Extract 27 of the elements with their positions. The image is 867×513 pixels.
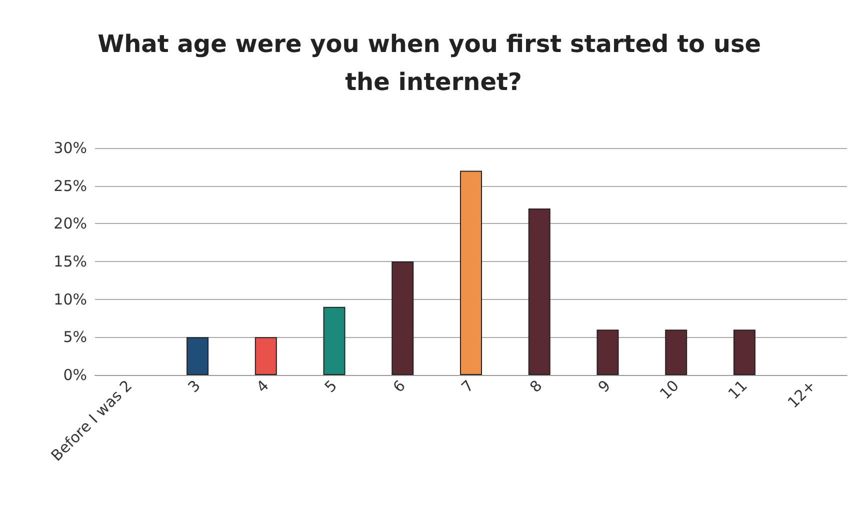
bar — [460, 170, 482, 375]
bar — [254, 337, 277, 375]
x-tick-label: 3 — [184, 376, 204, 396]
bar — [596, 330, 619, 375]
x-tick-label: 11 — [724, 376, 751, 403]
x-tick-label: 10 — [656, 376, 682, 403]
x-tick-label: 7 — [458, 376, 478, 396]
y-tick-label: 5% — [63, 328, 87, 346]
bar — [186, 337, 209, 375]
x-tick-label: 9 — [594, 376, 614, 396]
y-tick-label: 10% — [54, 290, 87, 308]
x-tick-label: 5 — [321, 376, 341, 396]
bar — [665, 330, 688, 375]
chart-title: What age were you when you first started to use the internet? — [98, 30, 770, 96]
x-tick-label: 12+ — [784, 376, 820, 412]
x-tick-label: 8 — [526, 376, 546, 396]
y-tick-label: 20% — [54, 214, 87, 233]
y-tick-label: 15% — [54, 252, 87, 270]
y-tick-label: 0% — [63, 366, 87, 384]
bar — [392, 262, 414, 375]
x-tick-label: 6 — [390, 376, 409, 396]
bar — [323, 306, 346, 375]
y-tick-label: 30% — [54, 139, 87, 157]
x-tick-label: 4 — [252, 376, 272, 396]
bar — [733, 330, 756, 375]
bar — [528, 208, 550, 375]
y-tick-label: 25% — [54, 176, 87, 195]
